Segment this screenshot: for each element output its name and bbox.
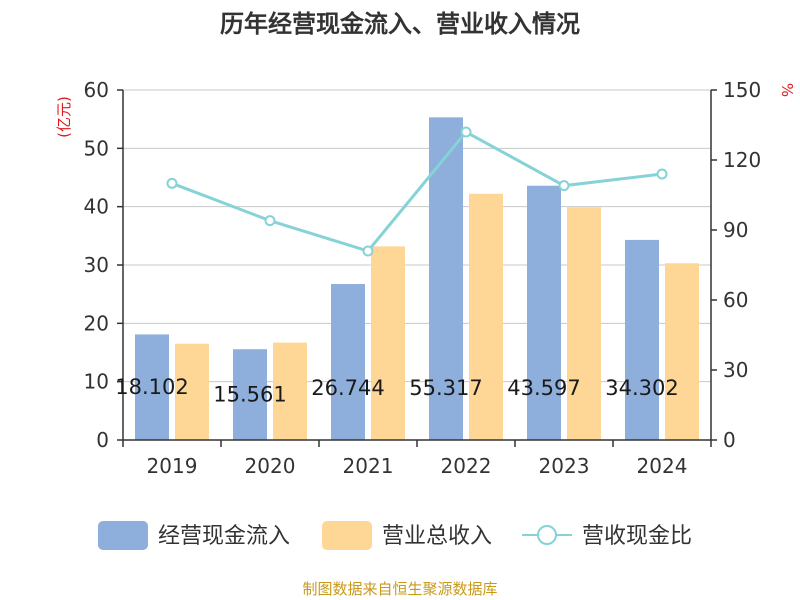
bar-cash-inflow — [527, 185, 561, 440]
right-tick-label: 0 — [723, 428, 736, 452]
chart-title: 历年经营现金流入、营业收入情况 — [220, 10, 580, 38]
left-tick-label: 0 — [96, 428, 109, 452]
tick-labels: 0 10 20 30 40 50 60 0 30 60 90 120 150 2019 2020 2021 20… — [84, 78, 762, 478]
left-tick-label: 10 — [84, 370, 109, 394]
right-tick-label: 30 — [723, 358, 748, 382]
x-tick-label: 2020 — [245, 454, 296, 478]
left-axis-unit: (亿元) — [55, 96, 73, 138]
bar-cash-inflow — [625, 239, 659, 440]
x-tick-label: 2021 — [343, 454, 394, 478]
ratio-point — [656, 168, 668, 180]
ratio-point — [264, 215, 276, 227]
ratio-line-path — [171, 130, 663, 253]
x-tick-label: 2019 — [147, 454, 198, 478]
ratio-point — [362, 245, 374, 257]
ratio-point — [166, 177, 178, 189]
right-tick-label: 60 — [723, 288, 748, 312]
bar-revenue — [273, 342, 307, 440]
data-labels: 18.102 15.561 26.744 55.317 43.597 34.302 — [115, 375, 678, 406]
data-label-cash-inflow: 18.102 — [115, 375, 188, 399]
left-tick-label: 40 — [84, 195, 109, 219]
legend-swatch-cash-inflow — [98, 521, 148, 550]
bar-cash-inflow — [233, 349, 267, 440]
data-label-cash-inflow: 43.597 — [507, 376, 580, 400]
ratio-point — [460, 126, 472, 138]
legend-marker-ratio — [537, 525, 557, 545]
right-axis-unit: % — [778, 83, 796, 97]
gridlines — [123, 89, 711, 383]
bar-cash-inflow — [135, 334, 169, 440]
right-tick-label: 150 — [723, 78, 761, 102]
data-label-cash-inflow: 15.561 — [213, 383, 286, 407]
data-label-cash-inflow: 34.302 — [605, 376, 678, 400]
bar-revenue — [371, 246, 405, 440]
left-tick-label: 60 — [84, 78, 109, 102]
x-tick-label: 2023 — [539, 454, 590, 478]
data-label-cash-inflow: 26.744 — [311, 376, 384, 400]
legend-label-revenue: 营业总收入 — [382, 524, 492, 549]
ratio-line — [166, 126, 668, 257]
left-tick-label: 30 — [84, 253, 109, 277]
axes — [117, 89, 717, 447]
bar-revenue — [567, 207, 601, 440]
right-tick-label: 90 — [723, 218, 748, 242]
legend-label-cash-inflow: 经营现金流入 — [158, 524, 290, 549]
x-tick-label: 2022 — [441, 454, 492, 478]
bar-revenue — [175, 343, 209, 440]
legend-label-ratio: 营收现金比 — [582, 524, 692, 549]
bar-revenue — [469, 193, 503, 440]
legend-swatch-revenue — [322, 521, 372, 550]
ratio-point — [558, 180, 570, 192]
bar-revenue — [665, 263, 699, 440]
legend: 经营现金流入 营业总收入 营收现金比 — [98, 521, 692, 550]
x-tick-label: 2024 — [637, 454, 688, 478]
right-tick-label: 120 — [723, 148, 761, 172]
bar-cash-inflow — [331, 284, 365, 440]
bars — [135, 117, 699, 440]
left-tick-label: 20 — [84, 311, 109, 335]
source-note: 制图数据来自恒生聚源数据库 — [302, 580, 497, 598]
data-label-cash-inflow: 55.317 — [409, 376, 482, 400]
left-tick-label: 50 — [84, 136, 109, 160]
